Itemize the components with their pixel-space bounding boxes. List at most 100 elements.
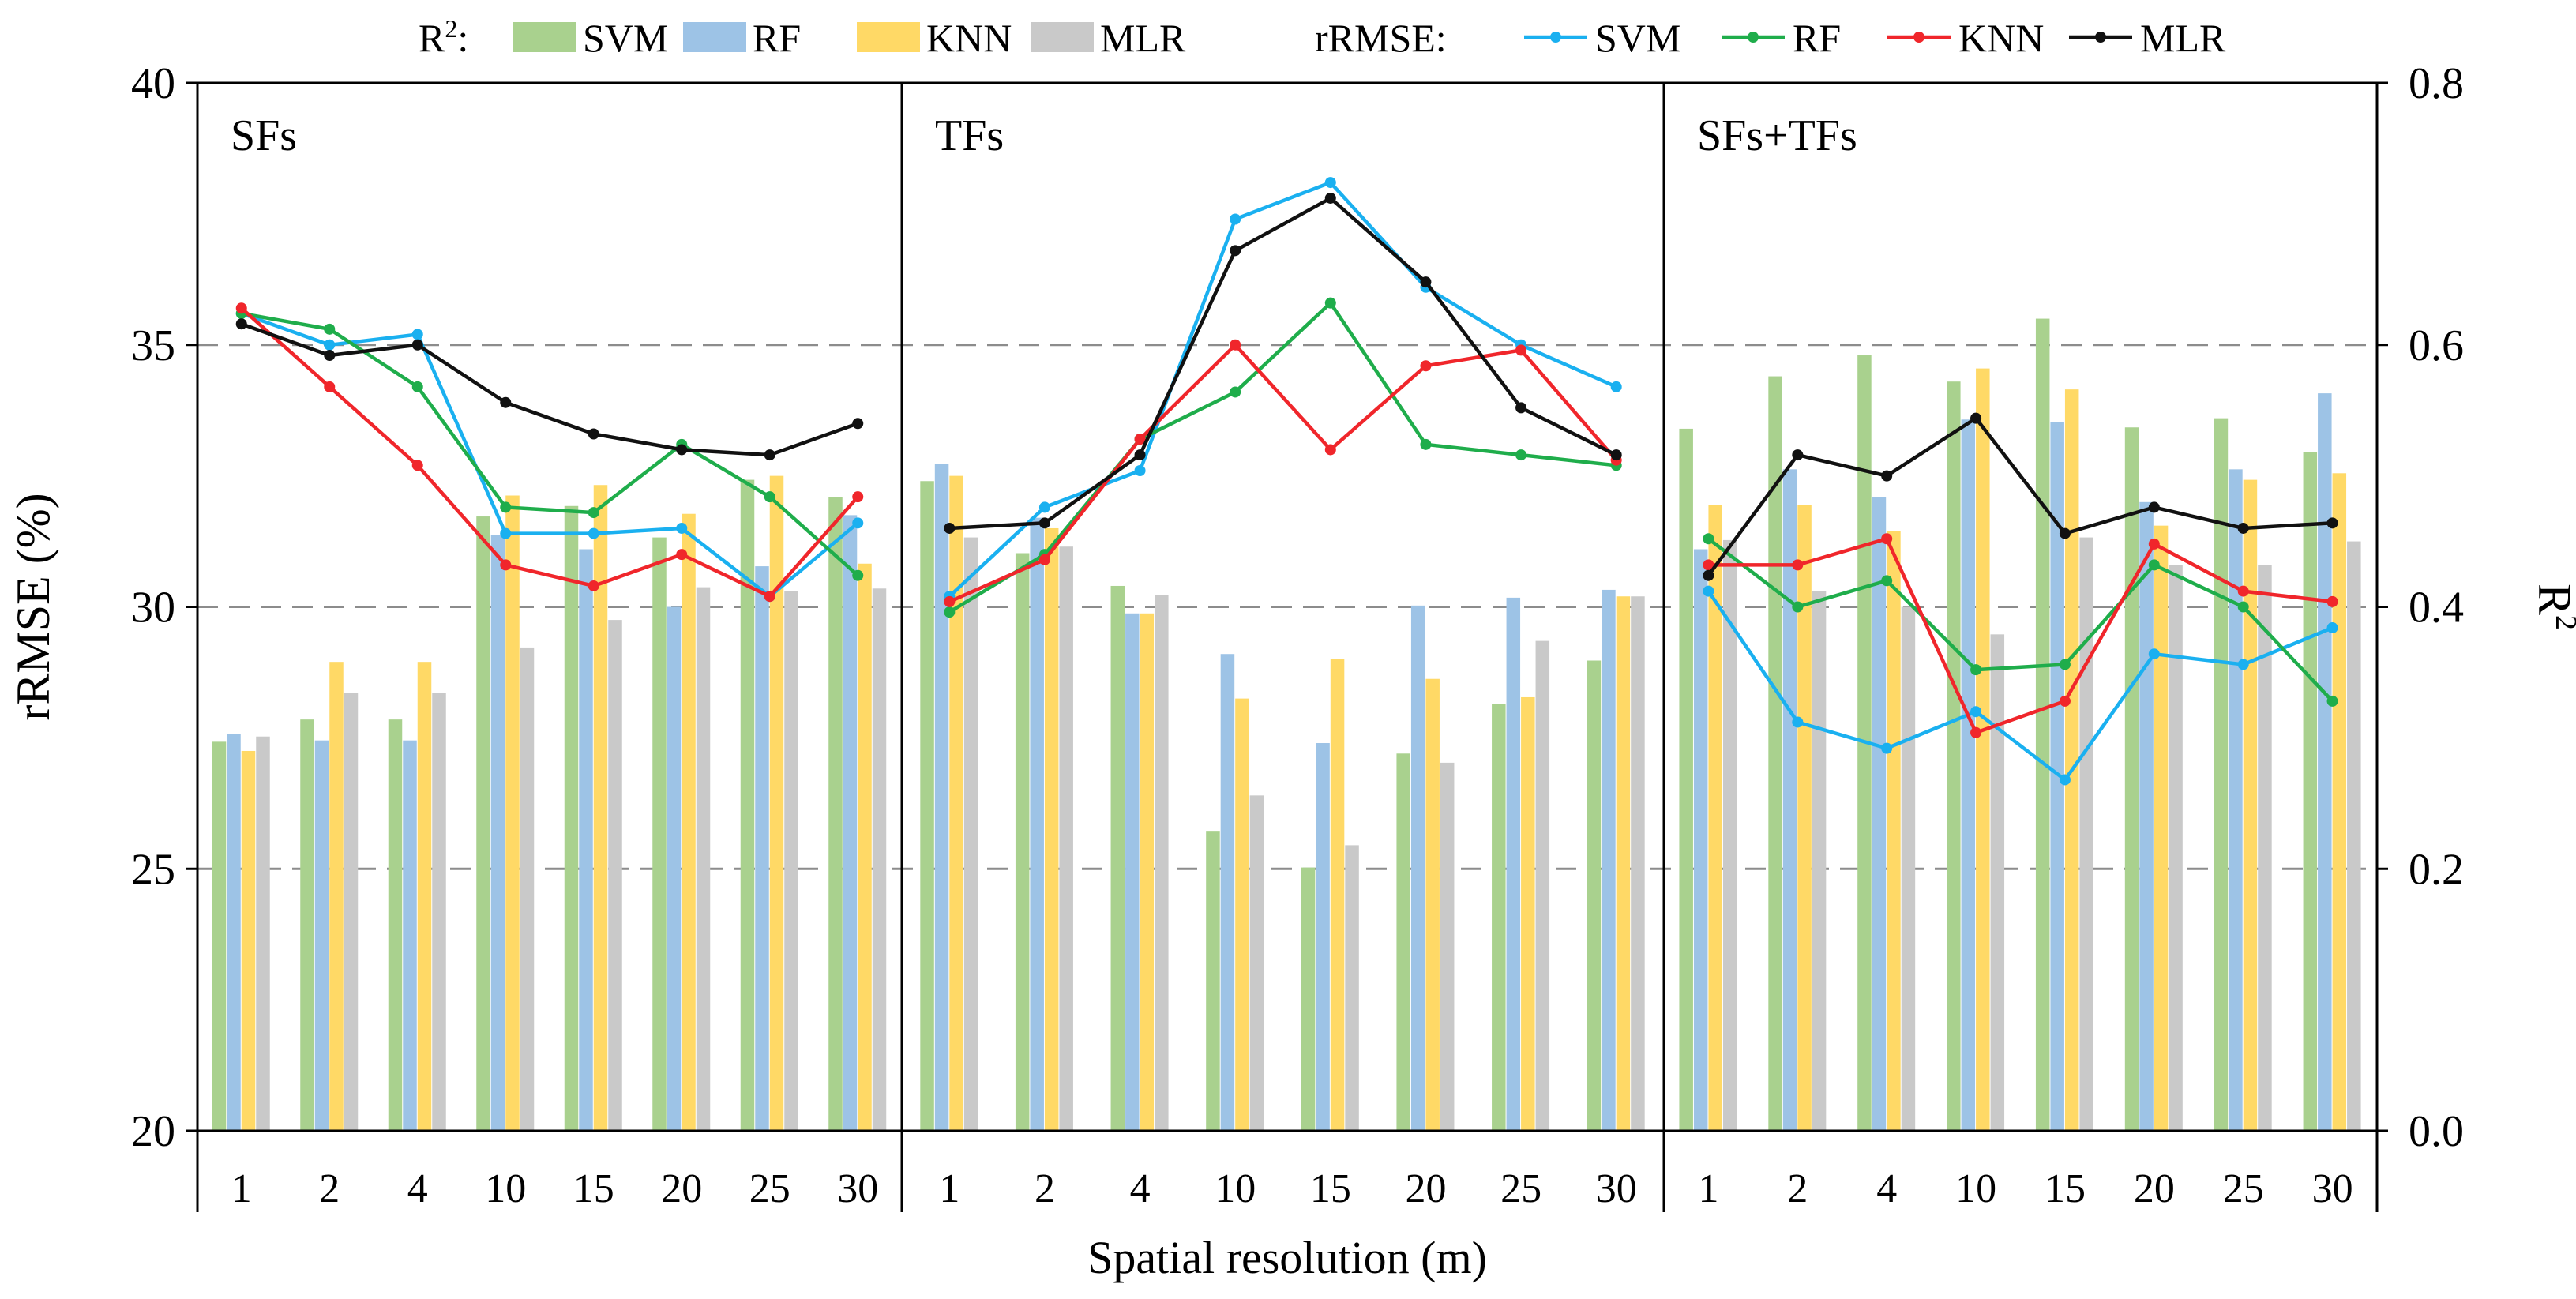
- bar-1-mlr-0: [963, 537, 978, 1131]
- marker-0-svm-4: [588, 527, 599, 539]
- marker-0-knn-6: [764, 591, 775, 603]
- bar-0-mlr-7: [872, 588, 887, 1131]
- x-tick-label-0-6: 25: [749, 1166, 790, 1211]
- bar-1-mlr-3: [1249, 795, 1264, 1131]
- right-tick-label-2: 0.4: [2409, 584, 2464, 633]
- x-tick-label-2-3: 10: [1955, 1166, 1996, 1211]
- left-tick-label-2: 30: [131, 584, 175, 633]
- x-tick-label-0-1: 2: [319, 1166, 340, 1211]
- bar-1-rf-6: [1506, 597, 1521, 1131]
- bar-1-svm-1: [1015, 553, 1030, 1131]
- right-tick-label-3: 0.6: [2409, 321, 2464, 370]
- bar-0-rf-1: [314, 740, 329, 1131]
- legend-line-label-knn: KNN: [1958, 16, 2044, 60]
- marker-2-rf-7: [2326, 695, 2338, 707]
- bar-0-knn-3: [505, 495, 520, 1131]
- bar-0-svm-2: [388, 719, 403, 1131]
- marker-2-mlr-4: [2059, 527, 2071, 539]
- bar-2-mlr-3: [1990, 634, 2005, 1131]
- bar-1-svm-6: [1492, 704, 1506, 1131]
- bar-1-knn-0: [949, 475, 963, 1131]
- bar-2-knn-0: [1708, 505, 1722, 1131]
- marker-2-knn-4: [2059, 695, 2071, 707]
- bar-1-svm-0: [920, 481, 934, 1131]
- legend-line-marker-mlr: [2095, 32, 2106, 43]
- marker-2-mlr-3: [1970, 412, 1982, 424]
- marker-2-svm-4: [2059, 774, 2071, 786]
- marker-0-svm-3: [500, 527, 512, 539]
- bar-1-knn-2: [1140, 613, 1155, 1131]
- bar-2-rf-5: [2139, 501, 2154, 1131]
- marker-0-rf-1: [324, 323, 336, 335]
- bar-0-rf-6: [755, 566, 769, 1131]
- bar-2-svm-5: [2124, 427, 2139, 1131]
- bar-0-svm-0: [212, 741, 227, 1131]
- marker-2-svm-0: [1703, 585, 1714, 597]
- panel-title-2: SFs+TFs: [1697, 111, 1857, 160]
- left-tick-label-3: 35: [131, 321, 175, 370]
- marker-0-knn-1: [324, 381, 336, 392]
- bar-2-svm-3: [1947, 381, 1961, 1131]
- legend-bar-label-knn: KNN: [926, 16, 1012, 60]
- marker-0-mlr-7: [852, 418, 864, 430]
- bar-1-rf-3: [1220, 654, 1235, 1131]
- marker-1-svm-2: [1134, 464, 1146, 476]
- x-tick-label-1-5: 20: [1405, 1166, 1446, 1211]
- line-1-mlr: [949, 196, 1617, 531]
- marker-0-svm-2: [411, 329, 423, 340]
- bar-0-mlr-1: [344, 693, 359, 1131]
- bar-1-rf-4: [1316, 743, 1330, 1131]
- marker-2-mlr-0: [1703, 569, 1714, 581]
- marker-0-knn-5: [676, 549, 688, 561]
- bar-1-knn-4: [1330, 659, 1345, 1131]
- marker-0-knn-0: [235, 302, 247, 314]
- panel-title-1: TFs: [935, 111, 1004, 160]
- marker-2-svm-3: [1970, 706, 1982, 718]
- marker-2-mlr-1: [1792, 449, 1804, 461]
- legend-bar-swatch-knn: [857, 22, 920, 52]
- bar-0-rf-4: [579, 549, 593, 1131]
- marker-1-rf-5: [1420, 438, 1432, 450]
- bar-2-rf-1: [1782, 469, 1797, 1131]
- marker-2-knn-1: [1792, 559, 1804, 571]
- bar-1-mlr-2: [1155, 595, 1169, 1131]
- legend-line-marker-rf: [1748, 32, 1759, 43]
- x-tick-label-1-0: 1: [939, 1166, 959, 1211]
- marker-1-svm-1: [1038, 501, 1050, 513]
- bar-0-rf-2: [403, 740, 417, 1131]
- x-tick-label-2-1: 2: [1787, 1166, 1808, 1211]
- marker-0-knn-7: [852, 491, 864, 503]
- marker-0-rf-6: [764, 491, 775, 503]
- x-tick-label-1-2: 4: [1130, 1166, 1151, 1211]
- line-2-mlr: [1707, 416, 2333, 577]
- left-tick-label-4: 40: [131, 59, 175, 108]
- legend-line-title: rRMSE:: [1315, 16, 1447, 60]
- right-tick-label-1: 0.2: [2409, 845, 2464, 894]
- bar-0-rf-5: [667, 606, 682, 1131]
- bar-0-knn-7: [858, 563, 872, 1131]
- legend-bar-label-svm: SVM: [583, 16, 668, 60]
- x-tick-label-0-4: 15: [573, 1166, 614, 1211]
- x-tick-label-0-0: 1: [231, 1166, 252, 1211]
- marker-0-knn-3: [500, 559, 512, 571]
- marker-1-knn-1: [1038, 554, 1050, 565]
- bar-2-knn-2: [1887, 531, 1901, 1131]
- bar-2-knn-4: [2064, 389, 2079, 1132]
- marker-2-mlr-5: [2148, 501, 2160, 513]
- line-0-svm: [241, 311, 859, 599]
- bar-1-knn-5: [1425, 678, 1440, 1131]
- y-axis-left-title: rRMSE (%): [7, 493, 59, 720]
- bar-2-rf-6: [2229, 469, 2243, 1131]
- legend-line-marker-knn: [1913, 32, 1924, 43]
- bar-2-svm-4: [2035, 318, 2050, 1132]
- marker-1-knn-2: [1134, 434, 1146, 445]
- bar-2-mlr-6: [2258, 565, 2272, 1131]
- right-tick-label-0: 0.0: [2409, 1107, 2464, 1156]
- marker-0-mlr-4: [588, 428, 599, 440]
- marker-1-mlr-2: [1134, 449, 1146, 461]
- bar-1-mlr-4: [1345, 845, 1359, 1131]
- marker-2-rf-0: [1703, 533, 1714, 545]
- left-tick-label-0: 20: [131, 1107, 175, 1156]
- x-tick-label-0-3: 10: [485, 1166, 526, 1211]
